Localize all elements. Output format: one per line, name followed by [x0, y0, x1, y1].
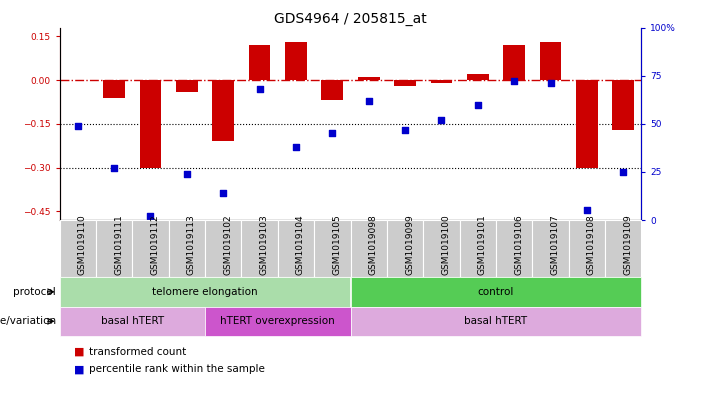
Text: telomere elongation: telomere elongation: [152, 287, 258, 297]
Bar: [103, 80, 125, 97]
Point: [72, 123, 83, 129]
Point: [436, 117, 447, 123]
Text: transformed count: transformed count: [89, 347, 186, 357]
Text: GSM1019102: GSM1019102: [223, 215, 232, 275]
Bar: [430, 80, 452, 83]
Point: [400, 127, 411, 133]
Text: hTERT overexpression: hTERT overexpression: [220, 316, 335, 326]
Bar: [212, 80, 234, 141]
Text: genotype/variation: genotype/variation: [0, 316, 56, 326]
Bar: [176, 80, 198, 92]
Text: GSM1019110: GSM1019110: [78, 214, 87, 275]
Point: [508, 78, 519, 84]
Text: GSM1019100: GSM1019100: [442, 214, 451, 275]
Text: GSM1019099: GSM1019099: [405, 214, 414, 275]
Bar: [321, 80, 343, 101]
Text: basal hTERT: basal hTERT: [464, 316, 528, 326]
Bar: [576, 80, 598, 167]
Bar: [249, 45, 271, 80]
Text: GSM1019105: GSM1019105: [332, 214, 341, 275]
Text: GSM1019111: GSM1019111: [114, 214, 123, 275]
Text: GSM1019103: GSM1019103: [259, 214, 268, 275]
Bar: [503, 45, 525, 80]
Text: GSM1019109: GSM1019109: [623, 214, 632, 275]
Point: [618, 169, 629, 175]
Point: [290, 144, 301, 150]
Point: [109, 165, 120, 171]
Bar: [139, 80, 161, 167]
Point: [145, 213, 156, 219]
Bar: [358, 77, 380, 80]
Text: GSM1019104: GSM1019104: [296, 215, 305, 275]
Text: basal hTERT: basal hTERT: [101, 316, 164, 326]
Text: ■: ■: [74, 364, 84, 375]
Text: GDS4964 / 205815_at: GDS4964 / 205815_at: [274, 12, 427, 26]
Point: [217, 190, 229, 196]
Text: GSM1019101: GSM1019101: [478, 214, 486, 275]
Text: GSM1019108: GSM1019108: [587, 214, 596, 275]
Text: percentile rank within the sample: percentile rank within the sample: [89, 364, 265, 375]
Text: GSM1019113: GSM1019113: [187, 214, 196, 275]
Point: [363, 97, 374, 104]
Bar: [540, 42, 562, 80]
Text: GSM1019098: GSM1019098: [369, 214, 378, 275]
Text: control: control: [478, 287, 514, 297]
Bar: [394, 80, 416, 86]
Text: protocol: protocol: [13, 287, 56, 297]
Point: [327, 130, 338, 136]
Point: [472, 101, 484, 108]
Bar: [285, 42, 307, 80]
Bar: [467, 74, 489, 80]
Point: [545, 80, 556, 86]
Text: ■: ■: [74, 347, 84, 357]
Text: GSM1019107: GSM1019107: [550, 214, 559, 275]
Bar: [613, 80, 634, 130]
Point: [182, 171, 193, 177]
Point: [254, 86, 265, 92]
Text: GSM1019112: GSM1019112: [151, 215, 160, 275]
Text: GSM1019106: GSM1019106: [514, 214, 523, 275]
Point: [581, 208, 592, 214]
